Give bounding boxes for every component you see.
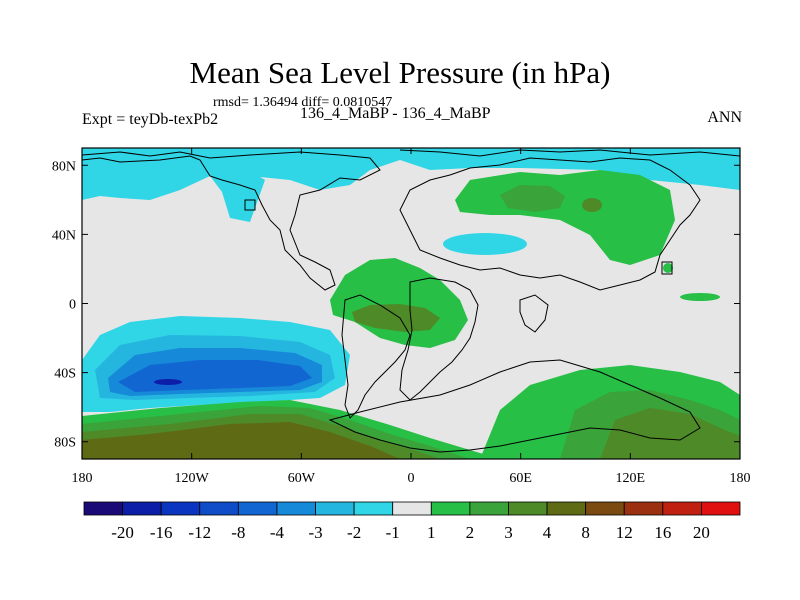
colorbar-swatch [508,501,548,516]
colorbar-label: -16 [150,523,173,542]
lon-tick-label: 180 [730,471,751,486]
stats-text: rmsd= 1.36494 diff= 0.0810547 [213,95,393,110]
lat-tick-label: 0 [69,298,76,313]
lat-tick-label: 80S [54,436,76,451]
season-label: ANN [707,109,742,126]
colorbar-swatch [546,501,587,516]
coast-africa [399,277,479,401]
colorbar-swatch [662,501,702,516]
axis-ticks [81,148,741,459]
coast-island-2 [661,261,673,275]
field-sp-low-min [154,379,182,385]
lon-tick-label: 180 [72,471,93,486]
colorbar-label: -4 [270,523,285,542]
colorbar-label: -12 [188,523,211,542]
coast-north-america [82,151,381,291]
colorbar-label: 16 [654,523,671,542]
coastlines [82,149,740,453]
colorbar-swatch [392,501,432,516]
colorbar-swatch [160,501,201,516]
lon-tick-label: 0 [408,471,415,486]
field-pacific-small [680,293,720,301]
colorbar-label: 3 [504,523,513,542]
lon-tick-label: 120W [175,471,210,486]
colorbar-swatch [237,501,278,516]
lon-tick-label: 60W [288,471,316,486]
colorbar-label: -3 [308,523,322,542]
coast-eurasia [399,157,701,291]
colorbar-swatch [122,501,162,516]
colorbar-label: 12 [616,523,633,542]
colorbar-swatch [469,501,509,516]
coast-island-1 [244,199,256,211]
field-asia-core [500,185,565,212]
colorbar-swatch [585,501,625,516]
colorbar-label: 20 [693,523,710,542]
lat-tick-label: 40N [52,228,76,243]
colorbar-swatch [315,501,355,516]
field-na-patch [210,168,265,222]
lat-tick-label: 80N [52,159,76,174]
coast-south-america [341,294,411,419]
field-io-core2 [600,408,740,459]
chart-title: Mean Sea Level Pressure (in hPa) [189,55,611,90]
colorbar-label: -2 [347,523,361,542]
colorbar-swatch [623,501,664,516]
field-japan-small [663,263,673,273]
runs-label: 136_4_MaBP - 136_4_MaBP [300,105,491,122]
field-so-band-4 [82,422,400,459]
colorbar-swatch [430,501,471,516]
colorbar-label: -8 [231,523,245,542]
colorbar-label: 8 [581,523,590,542]
experiment-label: Expt = teyDb-texPb2 [82,111,219,128]
field-asia-core2 [582,198,602,212]
colorbar-label: 4 [543,523,552,542]
colorbar-swatch [276,501,316,516]
field-atlantic-patch [443,233,527,255]
colorbar-swatch [701,501,741,516]
axis-labels: 80N 40N 0 40S 80S 180 120W 60W 0 60E 120E 180 [52,159,751,486]
colorbar-label: -20 [111,523,134,542]
colorbar-swatch [83,501,123,516]
map-field [82,148,740,459]
coast-greenland-arctic [399,149,740,157]
coast-antarctica-australia [328,359,701,453]
coast-india [519,294,549,333]
colorbar-label: -1 [386,523,400,542]
colorbar-label: 2 [466,523,475,542]
lon-tick-label: 60E [509,471,532,486]
colorbar-swatch [353,501,394,516]
lat-tick-label: 40S [54,367,76,382]
colorbar: -20 -16 -12 -8 -4 -3 -2 -1 1 2 3 4 8 12 16 20 [83,501,741,542]
field-africa-core [352,304,440,332]
lon-tick-label: 120E [616,471,646,486]
colorbar-label: 1 [427,523,436,542]
colorbar-swatch [199,501,239,516]
